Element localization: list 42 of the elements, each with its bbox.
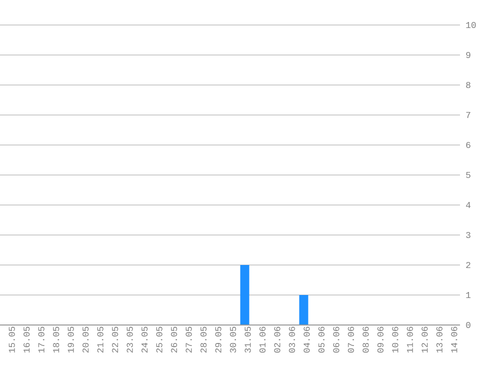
x-tick-label: 06.06 [333,326,340,353]
x-tick-label: 14.06 [451,326,458,353]
y-tick-label: 8 [466,82,470,88]
x-tick-label: 10.06 [392,326,398,353]
x-tick-label: 22.05 [112,326,118,353]
x-tick-label: 19.05 [68,326,74,353]
x-tick-label: 31.05 [244,326,251,353]
y-tick-label: 4 [466,202,470,208]
x-tick-label: 16.05 [24,326,30,353]
x-tick-label: 17.05 [38,326,44,353]
y-tick-label: 10 [466,22,476,28]
y-tick-label: 2 [466,262,470,268]
x-tick-label: 05.06 [318,326,325,353]
x-tick-label: 29.05 [215,326,222,353]
x-tick-label: 07.06 [348,326,354,353]
x-tick-label: 21.05 [97,326,104,353]
x-tick-label: 27.05 [186,326,192,353]
x-tick-label: 24.05 [141,326,148,353]
x-tick-label: 13.06 [436,326,442,353]
x-tick-label: 18.05 [53,326,60,353]
y-tick-label: 6 [466,142,470,148]
x-tick-label: 02.06 [274,326,280,353]
y-tick-label: 0 [466,322,470,328]
y-tick-label: 3 [466,232,470,238]
x-tick-label: 03.06 [288,326,296,353]
x-tick-label: 01.06 [259,326,266,353]
x-tick-label: 26.05 [170,326,178,353]
x-tick-label: 20.05 [82,326,89,353]
y-tick-label: 7 [466,112,470,118]
x-tick-label: 09.06 [377,326,384,353]
x-tick-label: 12.06 [422,326,428,353]
x-tick-label: 08.06 [362,326,369,353]
x-tick-label: 25.05 [156,326,162,353]
x-tick-label: 04.06 [304,326,310,353]
y-tick-label: 1 [466,292,471,298]
x-tick-label: 11.06 [406,326,413,353]
x-tick-label: 15.05 [8,326,15,353]
x-tick-label: 28.05 [200,326,207,353]
x-tick-label: 23.05 [126,326,133,353]
y-tick-label: 5 [466,172,470,178]
y-tick-label: 9 [466,52,470,58]
x-tick-label: 30.05 [230,326,236,353]
